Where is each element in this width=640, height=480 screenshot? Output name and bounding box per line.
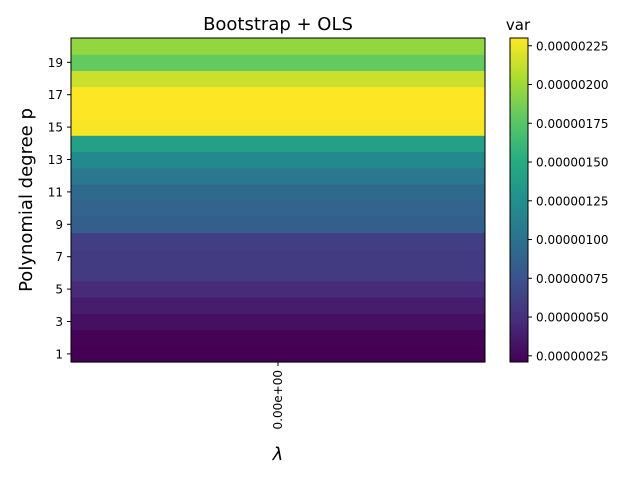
x-tick-label: 0.00e+00 [271, 370, 285, 429]
colorbar-tick-label: 0.00000150 [536, 156, 609, 170]
heatmap-cell [71, 151, 485, 169]
heatmap-cell [71, 281, 485, 298]
x-axis-ticks: 0.00e+00 [271, 362, 285, 429]
colorbar-label: var [506, 16, 531, 34]
y-tick-label: 15 [48, 121, 63, 135]
heatmap-cells [71, 38, 485, 363]
colorbar-tick-label: 0.00000100 [536, 233, 609, 247]
colorbar-tick-label: 0.00000025 [536, 349, 609, 363]
x-axis-label: λ [272, 444, 284, 465]
y-tick-label: 5 [55, 283, 63, 297]
heatmap-cell [71, 54, 485, 71]
chart-title: Bootstrap + OLS [203, 14, 353, 35]
heatmap-cell [71, 183, 485, 201]
colorbar-tick-label: 0.00000050 [536, 311, 609, 325]
colorbar-tick-label: 0.00000125 [536, 194, 609, 208]
heatmap-cell [71, 86, 485, 104]
heatmap-cell [71, 119, 485, 136]
heatmap-cell [71, 135, 485, 152]
heatmap-cell [71, 345, 485, 363]
heatmap-cell [71, 200, 485, 217]
y-tick-label: 11 [48, 185, 63, 199]
y-tick-label: 17 [48, 88, 63, 102]
y-tick-label: 13 [48, 153, 63, 167]
heatmap-cell [71, 38, 485, 55]
colorbar-ticks: 0.00000025 0.00000050 0.00000075 0.00000100… [528, 39, 609, 363]
colorbar-tick-label: 0.00000175 [536, 117, 609, 131]
y-tick-label: 3 [55, 315, 63, 329]
heatmap-cell [71, 264, 485, 282]
heatmap-cell [71, 102, 485, 120]
heatmap-cell [71, 248, 485, 266]
colorbar-tick-label: 0.00000225 [536, 39, 609, 53]
heatmap-cell [71, 297, 485, 314]
y-tick-label: 19 [48, 56, 63, 70]
heatmap-cell [71, 70, 485, 88]
heatmap-cell [71, 167, 485, 185]
heatmap-cell [71, 313, 485, 331]
colorbar-tick-label: 0.00000200 [536, 78, 609, 92]
y-tick-label: 9 [55, 218, 63, 232]
heatmap-cell [71, 232, 485, 250]
y-axis-label: Polynomial degree p [16, 108, 37, 292]
colorbar [509, 37, 529, 363]
y-tick-label: 1 [55, 347, 63, 361]
y-tick-label: 7 [55, 250, 63, 264]
colorbar-tick-label: 0.00000075 [536, 272, 609, 286]
heatmap-cell [71, 216, 485, 233]
heatmap-cell [71, 329, 485, 347]
